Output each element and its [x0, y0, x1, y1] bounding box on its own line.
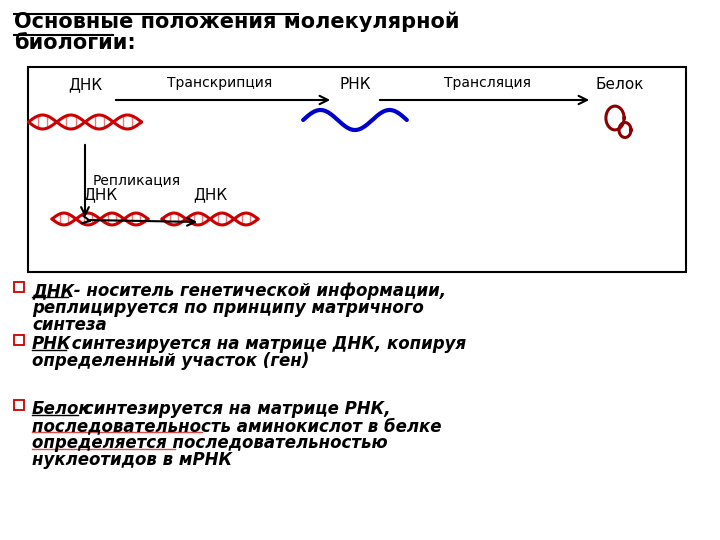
Text: Транскрипция: Транскрипция	[167, 76, 273, 90]
Text: реплицируется по принципу матричного: реплицируется по принципу матричного	[32, 299, 424, 317]
Text: синтезируется на матрице РНК,: синтезируется на матрице РНК,	[78, 400, 391, 418]
Text: ДНК: ДНК	[83, 187, 117, 202]
Text: нуклеотидов в мРНК: нуклеотидов в мРНК	[32, 451, 232, 469]
Text: синтеза: синтеза	[32, 316, 107, 334]
Text: определенный участок (ген): определенный участок (ген)	[32, 352, 310, 370]
Bar	[28, 67, 686, 272]
Text: биологии:: биологии:	[14, 33, 136, 53]
Text: Белок: Белок	[595, 77, 644, 92]
Text: - носитель генетической информации,: - носитель генетической информации,	[68, 282, 446, 300]
Bar	[14, 335, 24, 345]
Text: ДНК: ДНК	[32, 282, 74, 300]
Text: РНК: РНК	[32, 335, 71, 353]
Text: синтезируется на матрице ДНК, копируя: синтезируется на матрице ДНК, копируя	[66, 335, 466, 353]
Text: Репликация: Репликация	[93, 173, 181, 187]
Text: РНК: РНК	[339, 77, 371, 92]
Text: Трансляция: Трансляция	[444, 76, 531, 90]
Bar	[14, 282, 24, 292]
Text: ДНК: ДНК	[68, 77, 102, 92]
Text: Основные положения молекулярной: Основные положения молекулярной	[14, 12, 459, 32]
Text: определяется последовательностью: определяется последовательностью	[32, 434, 387, 452]
Bar	[14, 400, 24, 410]
Text: последовательность аминокислот в белке: последовательность аминокислот в белке	[32, 417, 441, 435]
Text: Белок: Белок	[32, 400, 91, 418]
Text: ДНК: ДНК	[193, 187, 227, 202]
